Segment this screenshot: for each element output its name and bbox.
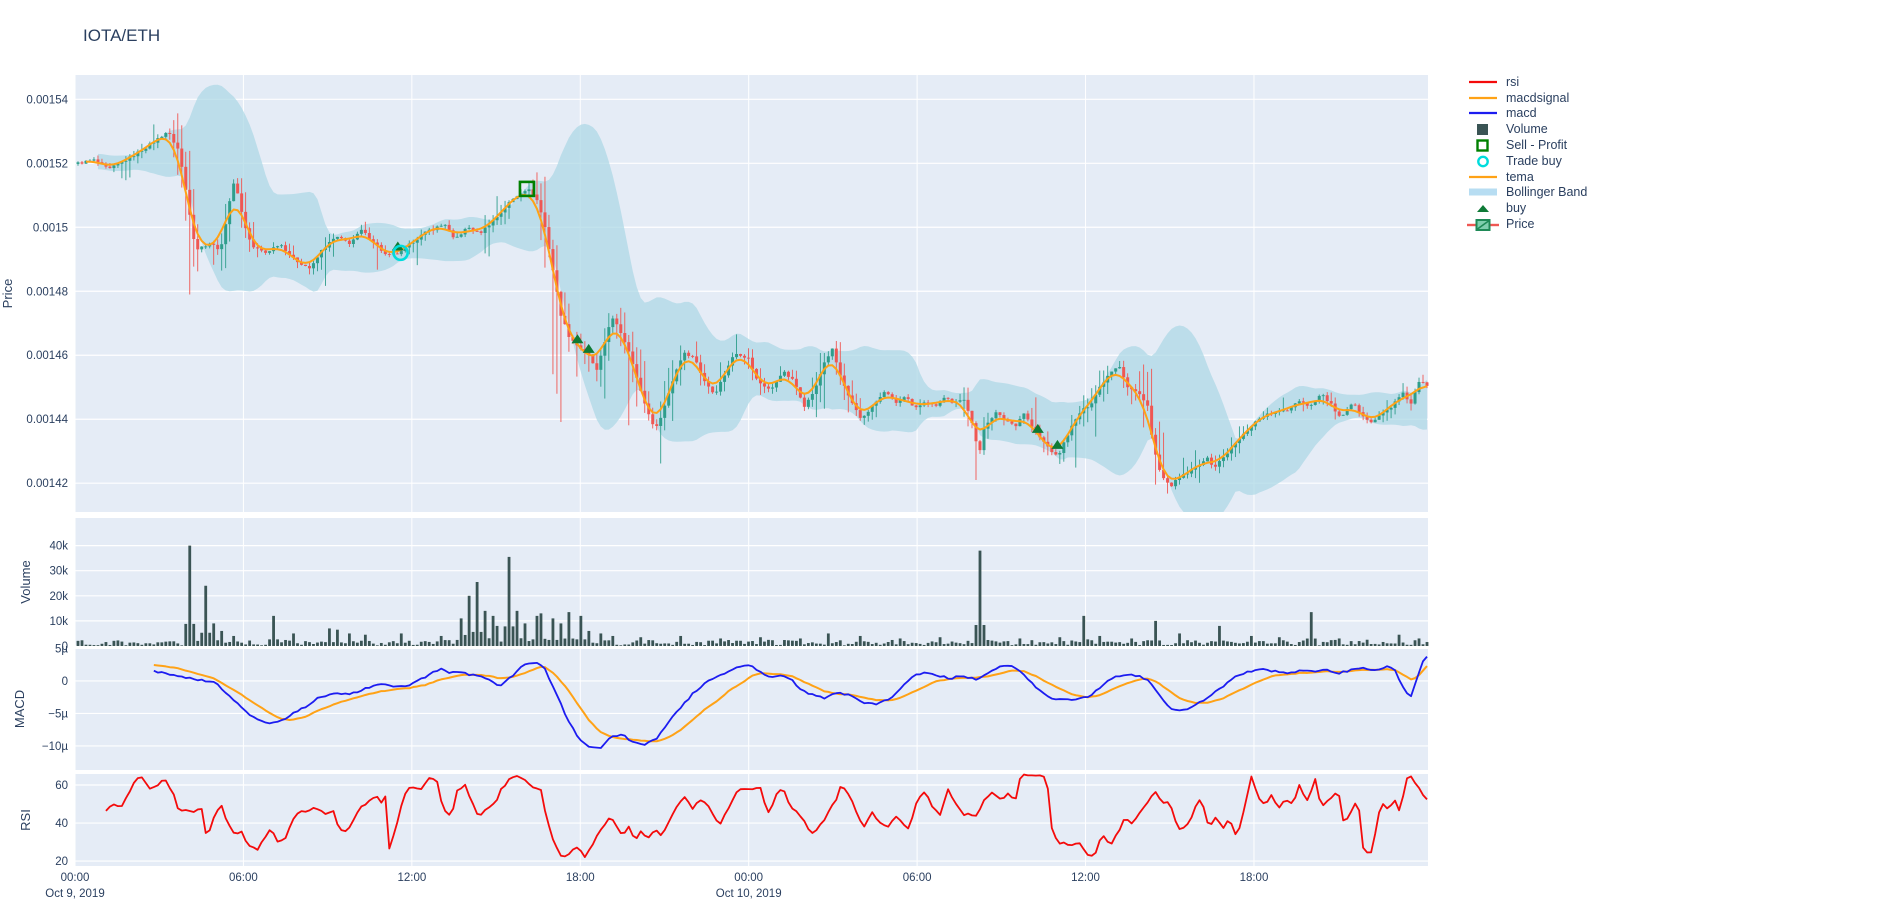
y-tick-label: 0.00154 — [26, 94, 68, 106]
x-date-label: Oct 9, 2019 — [45, 888, 104, 900]
macd-line — [153, 656, 1428, 749]
legend-item-label: macdsignal — [1506, 90, 1570, 105]
legend-item-sell-profit[interactable]: Sell - Profit — [1467, 137, 1587, 153]
legend-item-macd[interactable]: macd — [1467, 106, 1587, 122]
volume-panel[interactable] — [75, 518, 1428, 646]
trade-buy-marker[interactable] — [392, 244, 409, 262]
legend-item-label: macd — [1506, 106, 1537, 121]
y-tick-label: 0.00152 — [26, 158, 68, 170]
legend-item-macdsignal[interactable]: macdsignal — [1467, 90, 1587, 106]
y-tick-label: 0 — [62, 641, 68, 653]
x-tick-label: 18:00 — [1240, 872, 1269, 884]
y-tick-label: 0.0015 — [33, 222, 68, 234]
y-tick-label: −5µ — [48, 708, 68, 720]
y-tick-label: 0.00144 — [26, 414, 68, 426]
y-tick-label: 40 — [55, 818, 68, 830]
legend-item-label: Price — [1506, 217, 1535, 232]
legend-triangle-filled-icon — [1467, 202, 1501, 214]
x-tick-label: 06:00 — [229, 872, 258, 884]
x-tick-label: 18:00 — [566, 872, 595, 884]
buy-marker[interactable] — [571, 334, 584, 344]
y-tick-label: −10µ — [42, 741, 69, 753]
y-tick-label: 0.00146 — [26, 350, 68, 362]
rsi-panel[interactable] — [75, 774, 1428, 866]
buy-marker[interactable] — [582, 343, 595, 353]
rsi-axis-title: RSI — [18, 809, 33, 831]
legend-item-label: Volume — [1506, 122, 1548, 137]
bollinger-band — [97, 84, 1428, 512]
legend-item-trade-buy[interactable]: Trade buy — [1467, 153, 1587, 169]
legend-item-volume[interactable]: Volume — [1467, 121, 1587, 137]
y-tick-label: 20k — [49, 591, 68, 603]
x-tick-label: 12:00 — [397, 872, 426, 884]
legend-square-filled-icon — [1467, 123, 1501, 136]
y-tick-label: 5µ — [55, 643, 68, 655]
legend-item-label: rsi — [1506, 74, 1520, 89]
price-axis-title: Price — [0, 279, 15, 309]
legend-item-label: Sell - Profit — [1506, 138, 1568, 153]
buy-marker[interactable] — [1051, 439, 1064, 449]
legend-item-rsi[interactable]: rsi — [1467, 74, 1587, 90]
legend-line-swatch — [1467, 76, 1501, 88]
y-tick-label: 30k — [49, 566, 68, 578]
legend-circle-open-icon — [1467, 155, 1501, 168]
chart-title: IOTA/ETH — [83, 26, 161, 45]
volume-axis-title: Volume — [18, 560, 33, 603]
legend-item-label: tema — [1506, 169, 1534, 184]
legend-line-swatch — [1467, 107, 1501, 119]
macdsignal-line — [153, 663, 1428, 743]
legend-line-swatch — [1467, 92, 1501, 104]
legend: rsi macdsignal macd Volume Sell - Profit Trad… — [1467, 74, 1587, 232]
legend-item-price[interactable]: Price — [1467, 216, 1587, 232]
y-tick-label: 0.00142 — [26, 478, 68, 490]
y-tick-label: 60 — [55, 780, 68, 792]
x-tick-label: 00:00 — [61, 872, 90, 884]
x-tick-label: 12:00 — [1071, 872, 1100, 884]
rsi-line — [105, 773, 1428, 858]
tema-line — [85, 137, 1428, 480]
y-tick-label: 20 — [55, 856, 68, 868]
x-tick-label: 00:00 — [734, 872, 763, 884]
macd-axis-title: MACD — [12, 690, 27, 728]
sell-profit-marker[interactable] — [518, 180, 536, 198]
legend-line-swatch — [1467, 171, 1501, 183]
legend-item-label: Trade buy — [1506, 153, 1562, 168]
buy-marker[interactable] — [1031, 423, 1044, 433]
legend-item-label: Bollinger Band — [1506, 185, 1588, 200]
y-tick-label: 0.00148 — [26, 286, 68, 298]
legend-candle-icon — [1467, 218, 1501, 232]
y-tick-label: 10k — [49, 616, 68, 628]
legend-square-open-icon — [1467, 139, 1501, 152]
legend-band-icon — [1467, 186, 1501, 198]
legend-item-buy[interactable]: buy — [1467, 200, 1587, 216]
legend-item-tema[interactable]: tema — [1467, 169, 1587, 185]
volume-bars — [76, 545, 1429, 646]
legend-item-bollinger-band[interactable]: Bollinger Band — [1467, 185, 1587, 201]
y-tick-label: 40k — [49, 541, 68, 553]
x-date-label: Oct 10, 2019 — [716, 888, 782, 900]
legend-item-label: buy — [1506, 201, 1527, 216]
y-tick-label: 0 — [62, 676, 68, 688]
x-tick-label: 06:00 — [903, 872, 932, 884]
